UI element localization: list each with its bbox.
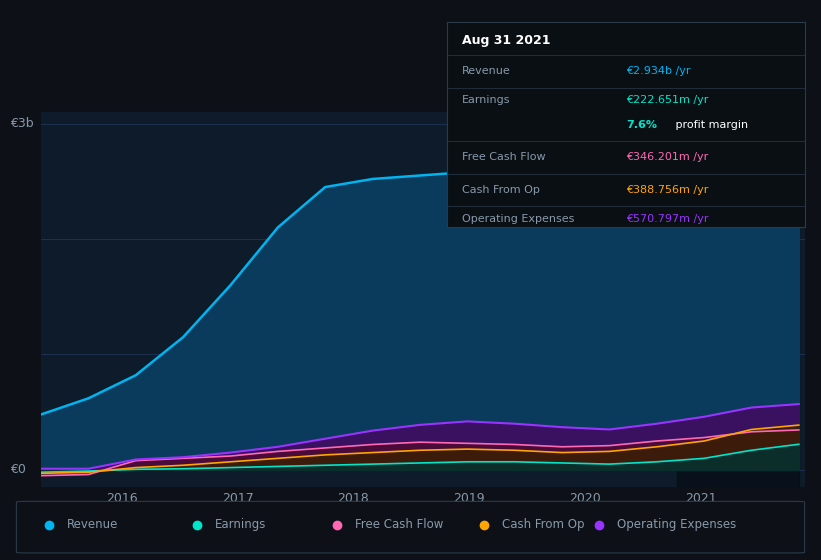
Text: Cash From Op: Cash From Op bbox=[461, 185, 539, 195]
Text: Operating Expenses: Operating Expenses bbox=[617, 518, 736, 531]
Text: Revenue: Revenue bbox=[461, 67, 511, 77]
Text: €346.201m /yr: €346.201m /yr bbox=[626, 152, 709, 162]
Text: Free Cash Flow: Free Cash Flow bbox=[461, 152, 545, 162]
Text: €388.756m /yr: €388.756m /yr bbox=[626, 185, 709, 195]
Text: profit margin: profit margin bbox=[672, 120, 749, 129]
Text: €0: €0 bbox=[11, 463, 26, 477]
Text: Free Cash Flow: Free Cash Flow bbox=[355, 518, 443, 531]
Text: €2.934b /yr: €2.934b /yr bbox=[626, 67, 690, 77]
Text: €570.797m /yr: €570.797m /yr bbox=[626, 213, 709, 223]
Text: Cash From Op: Cash From Op bbox=[502, 518, 585, 531]
Text: Revenue: Revenue bbox=[67, 518, 119, 531]
Text: €3b: €3b bbox=[11, 117, 34, 130]
Text: Earnings: Earnings bbox=[461, 95, 510, 105]
Text: Operating Expenses: Operating Expenses bbox=[461, 213, 574, 223]
Text: Earnings: Earnings bbox=[215, 518, 267, 531]
Bar bbox=[677, 112, 799, 487]
Text: €222.651m /yr: €222.651m /yr bbox=[626, 95, 709, 105]
Text: Aug 31 2021: Aug 31 2021 bbox=[461, 34, 550, 47]
Text: 7.6%: 7.6% bbox=[626, 120, 657, 129]
